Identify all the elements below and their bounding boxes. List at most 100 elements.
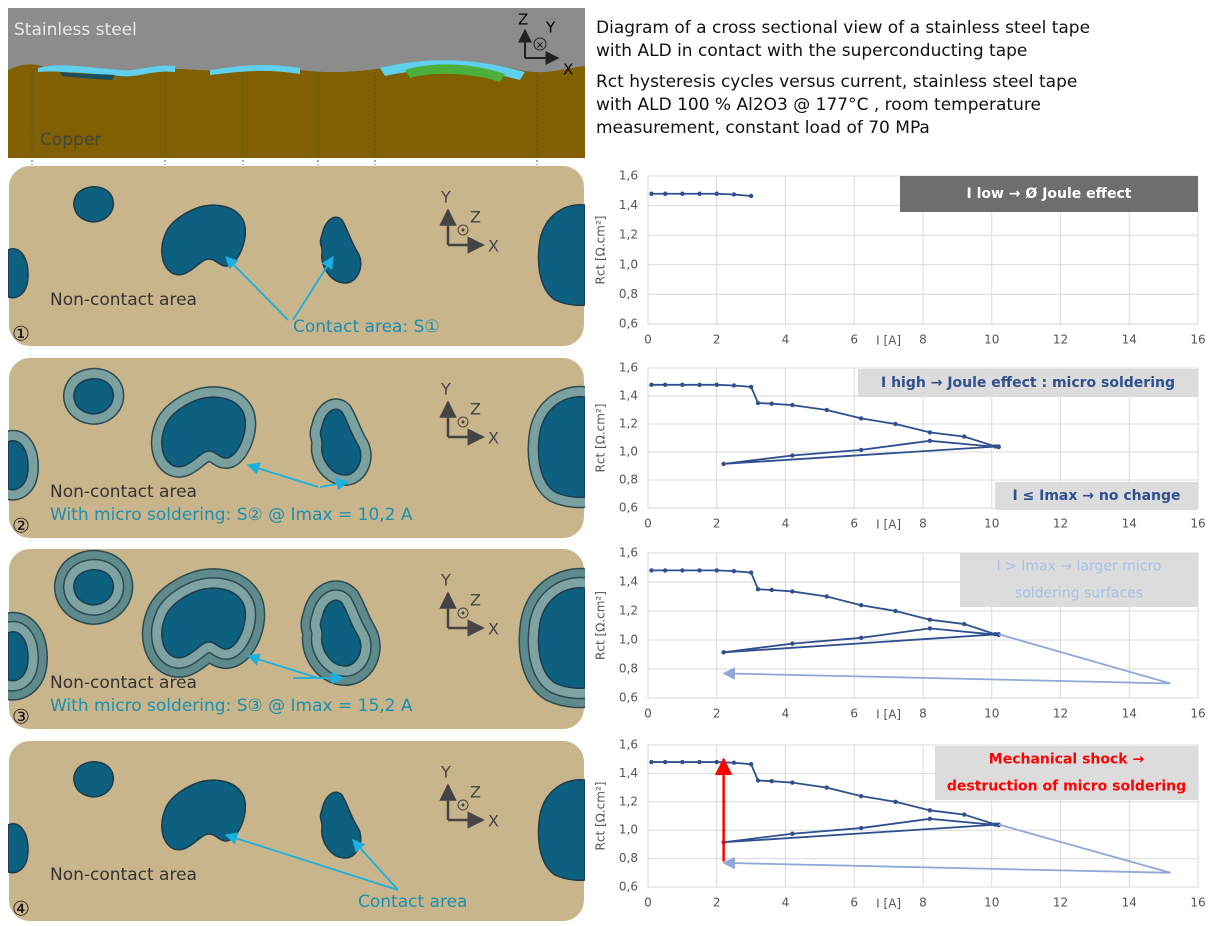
y-tick-label: 1,6 <box>619 169 638 183</box>
x-tick-label: 8 <box>919 333 927 347</box>
data-point <box>858 635 864 641</box>
x-tick-label: 14 <box>1122 707 1137 721</box>
x-tick-label: 8 <box>919 896 927 910</box>
y-tick-label: 0,6 <box>619 691 638 705</box>
series-line <box>651 569 999 654</box>
x-tick-label: 16 <box>1190 517 1205 531</box>
y-tick-label: 1,4 <box>619 198 638 212</box>
noncontact-label: Non-contact area <box>50 865 197 885</box>
axis-label: X <box>488 429 499 448</box>
x-tick-label: 6 <box>850 333 858 347</box>
data-point <box>680 191 685 196</box>
data-point <box>790 402 795 408</box>
x-tick-label: 0 <box>644 896 652 910</box>
data-point <box>649 568 654 573</box>
data-point <box>731 192 737 197</box>
pointer <box>319 477 350 491</box>
data-point <box>649 191 654 196</box>
panel-number: ① <box>12 322 30 346</box>
steel-label: Stainless steel <box>14 20 137 40</box>
data-point <box>649 759 654 765</box>
axis-label: Y <box>440 380 451 399</box>
y-tick-label: 0,6 <box>619 880 638 894</box>
x-tick-label: 2 <box>713 517 721 531</box>
contact-blob <box>73 186 115 223</box>
axis-dot <box>461 803 465 807</box>
y-tick-label: 1,6 <box>619 546 638 560</box>
axis-dot <box>457 224 469 236</box>
contact-blob <box>73 569 115 606</box>
data-point <box>992 444 998 449</box>
series-line <box>722 823 1171 874</box>
annotation-box <box>858 369 1198 397</box>
data-point <box>662 382 668 387</box>
x-tick-label: 16 <box>1190 333 1205 347</box>
svg-text:×: × <box>536 40 544 51</box>
annotation-text: I ≤ Imax → no change <box>1012 488 1180 504</box>
x-tick-label: 12 <box>1053 896 1068 910</box>
data-point <box>697 568 702 573</box>
axis-label: Y <box>545 19 556 37</box>
y-tick-label: 1,4 <box>619 766 638 780</box>
data-point <box>824 407 829 413</box>
noncontact-label: Non-contact area <box>50 673 197 693</box>
y-axis-label: Rct [Ω.cm²] <box>594 216 608 285</box>
pointer <box>352 839 399 891</box>
caption-line: with ALD 100 % Al2O3 @ 177°C , room temp… <box>596 95 1041 115</box>
annotation-box <box>900 176 1198 212</box>
x-tick-label: 4 <box>782 517 790 531</box>
y-tick-label: 1,6 <box>619 361 638 375</box>
contact-label: Contact area <box>358 892 467 912</box>
x-axis-label: I [A] <box>876 518 901 532</box>
annotation-text: I high → Joule effect : micro soldering <box>881 375 1175 391</box>
axis-label: Y <box>440 763 451 782</box>
y-tick-label: 0,8 <box>619 851 638 865</box>
data-point <box>858 416 864 421</box>
y-tick-label: 1,0 <box>619 445 638 459</box>
contact-label: With micro soldering: S② @ Imax = 10,2 A <box>50 505 413 525</box>
annotation-box <box>960 553 1198 607</box>
charts: 0,6 0,8 1,0 1,2 1,4 1,6 0 2 4 6 8 10 12 14 16 I [A] Rct … <box>594 169 1206 911</box>
data-point <box>858 825 864 831</box>
contact-label: Contact area: S① <box>293 317 440 337</box>
pointer <box>246 653 319 679</box>
data-point <box>714 191 719 196</box>
data-point <box>748 193 754 199</box>
caption-line: Rct hysteresis cycles versus current, st… <box>596 72 1077 92</box>
data-point <box>927 816 933 822</box>
x-tick-label: 12 <box>1053 707 1068 721</box>
data-point <box>893 799 898 804</box>
x-tick-label: 16 <box>1190 896 1205 910</box>
annotation-box <box>935 746 1198 800</box>
caption-line: Diagram of a cross sectional view of a s… <box>596 18 1090 38</box>
panel-number: ② <box>12 514 30 538</box>
panel: YZX Non-contact area ③ With micro soldering… <box>8 548 585 730</box>
data-point <box>731 760 737 765</box>
data-point <box>680 568 685 573</box>
y-tick-label: 1,0 <box>619 633 638 647</box>
data-point <box>790 831 795 836</box>
x-tick-label: 0 <box>644 707 652 721</box>
series-line <box>651 383 999 465</box>
annotation-text: I low → Ø Joule effect <box>967 186 1132 202</box>
data-point <box>858 447 864 453</box>
data-point <box>755 587 761 592</box>
x-axis-label: I [A] <box>876 334 901 348</box>
axis-label: Z <box>518 11 528 29</box>
x-tick-label: 14 <box>1122 896 1137 910</box>
data-point <box>962 812 967 817</box>
x-tick-label: 2 <box>713 707 721 721</box>
contact-label: With micro soldering: S③ @ Imax = 15,2 A <box>50 696 413 716</box>
data-point <box>649 382 654 387</box>
axis-label: Z <box>470 208 481 227</box>
data-point <box>824 594 829 599</box>
data-point <box>748 570 754 575</box>
data-point <box>992 822 998 827</box>
panels: Y Z X Non-contact area ① Contact area: S① YZXN… <box>8 165 585 922</box>
caption: Diagram of a cross sectional view of a s… <box>596 18 1090 138</box>
data-point <box>731 383 737 388</box>
panel: YZX Non-contact area ① Contact area: S① <box>8 165 585 347</box>
annotation-text: soldering surfaces <box>1015 586 1143 602</box>
y-tick-label: 1,2 <box>619 228 638 242</box>
x-tick-label: 8 <box>919 517 927 531</box>
